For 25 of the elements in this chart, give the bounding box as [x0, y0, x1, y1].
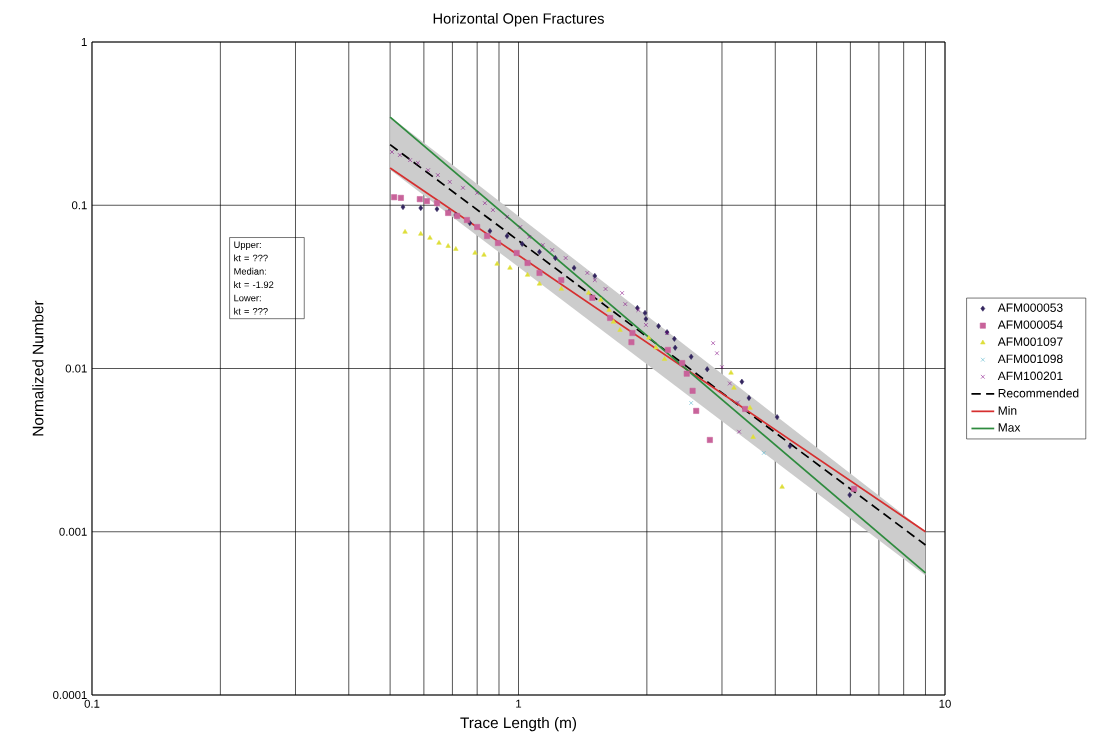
y-axis-title: Normalized Number: [32, 300, 44, 436]
legend-label: Recommended: [998, 388, 1079, 398]
x-axis-title: Trace Length (m): [460, 716, 577, 732]
legend-label: AFM001097: [997, 337, 1063, 346]
y-tick-label: 1: [81, 38, 87, 46]
x-tick-label: 1: [516, 699, 522, 708]
x-tick-label: 0.1: [84, 699, 100, 708]
x-tick-label: 10: [939, 699, 951, 708]
y-tick-label: 0.1: [71, 201, 87, 210]
legend-label: Max: [998, 423, 1021, 432]
legend-label: AFM000053: [997, 303, 1063, 312]
annotation: Upper:: [234, 241, 261, 250]
annotation: Median:: [234, 267, 266, 275]
annotation: kt = ???: [234, 307, 268, 315]
legend-label: AFM001098: [997, 354, 1063, 364]
annotation: Lower:: [234, 294, 261, 302]
annotation: kt = -1.92: [234, 281, 274, 289]
legend-label: AFM000054: [997, 320, 1063, 329]
chart-title: Horizontal Open Fractures: [433, 12, 604, 27]
annotation: kt = ???: [234, 254, 268, 262]
legend-label: Min: [998, 405, 1017, 415]
y-tick-label: 0.0001: [53, 691, 87, 700]
legend-label: AFM100201: [997, 371, 1063, 381]
y-tick-label: 0.01: [65, 364, 87, 373]
y-tick-label: 0.001: [59, 527, 87, 536]
